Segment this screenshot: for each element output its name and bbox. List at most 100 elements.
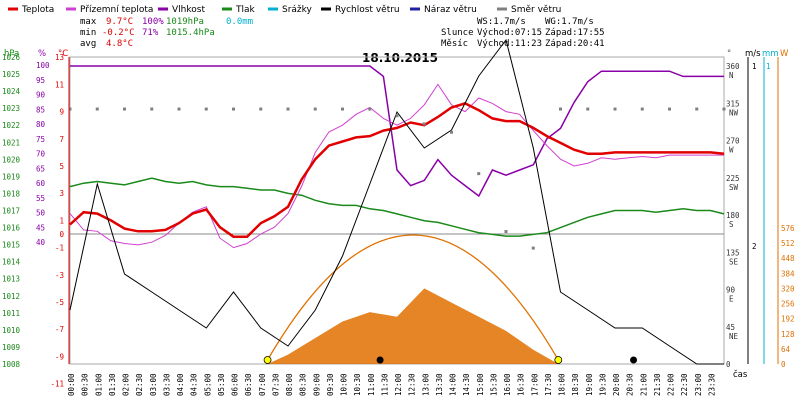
legend-entry: Náraz větru	[424, 5, 477, 15]
x-tick-label: 08:30	[299, 373, 308, 396]
hpa-tick-label: 1008	[2, 360, 21, 369]
x-tick-label: 10:00	[340, 373, 349, 396]
wm2-tick-label: 576	[781, 224, 795, 233]
hpa-tick-label: 1014	[2, 258, 21, 267]
direction-compass-label: NW	[729, 108, 739, 117]
x-tick-label: 10:30	[353, 373, 362, 396]
wm2-tick-label: 64	[781, 345, 791, 354]
stat-avg-temp: 4.8°C	[106, 39, 133, 49]
wind-direction-point	[313, 107, 317, 111]
percent-tick-label: 55	[36, 194, 45, 203]
legend-entry: Teplota	[21, 5, 54, 15]
celsius-tick-label: 9	[59, 108, 64, 117]
legend-entry: Přízemní teplota	[80, 5, 153, 15]
hpa-tick-label: 1022	[2, 121, 20, 130]
hpa-tick-label: 1017	[2, 207, 20, 216]
celsius-tick-label: 11	[55, 80, 64, 89]
pressure-line	[69, 177, 725, 237]
celsius-tick-label: -3	[55, 271, 64, 280]
wind-direction-point	[559, 107, 562, 111]
celsius-tick-label: 1	[59, 216, 64, 225]
hpa-tick-label: 1020	[2, 155, 21, 164]
legend-entry: Tlak	[235, 5, 256, 15]
percent-tick-label: 50	[36, 209, 46, 218]
stat-max-temp: 9.7°C	[106, 17, 133, 27]
x-tick-label: 02:30	[135, 373, 144, 396]
wind-direction-point	[668, 107, 671, 111]
celsius-tick-label: 0	[59, 230, 64, 239]
x-tick-label: 19:30	[598, 373, 607, 396]
percent-tick-label: 85	[36, 105, 45, 114]
moon-set: Západ:20:41	[545, 39, 605, 49]
celsius-tick-label: -1	[55, 244, 64, 253]
direction-tick-label: 0	[726, 360, 731, 369]
solar-area	[267, 288, 559, 364]
mm-axis-label: mm	[762, 49, 779, 59]
moon-label: Měsíc	[441, 39, 468, 49]
x-tick-label: 01:30	[108, 373, 117, 396]
x-tick-label: 14:00	[449, 373, 458, 396]
hpa-tick-label: 1009	[2, 343, 20, 352]
hpa-tick-label: 1023	[2, 104, 20, 113]
hpa-tick-label: 1021	[2, 138, 20, 147]
humidity-line	[70, 65, 724, 198]
x-tick-label: 09:00	[312, 373, 321, 396]
wind-direction-point	[422, 122, 426, 126]
ms-tick-label: 2	[752, 242, 757, 251]
stat-min-press: 1015.4hPa	[166, 28, 215, 38]
hpa-tick-label: 1013	[2, 275, 20, 284]
percent-axis-label: %	[38, 49, 46, 59]
wm2-tick-label: 192	[781, 315, 795, 324]
x-tick-label: 13:00	[421, 373, 430, 396]
direction-tick-label: 90	[726, 286, 736, 295]
sun-set: Západ:17:55	[545, 28, 605, 38]
direction-compass-label: W	[729, 146, 734, 155]
x-tick-label: 15:00	[476, 373, 485, 396]
x-tick-label: 20:30	[626, 373, 635, 396]
x-tick-label: 22:30	[680, 373, 689, 396]
stat-max-label: max	[80, 17, 97, 27]
hpa-tick-label: 1011	[2, 309, 20, 318]
direction-tick-label: 225	[726, 174, 740, 183]
percent-tick-label: 45	[36, 223, 45, 232]
stat-avg-label: avg	[80, 39, 96, 49]
hpa-tick-label: 1016	[2, 224, 21, 233]
stat-min-label: min	[80, 28, 96, 38]
direction-compass-label: N	[729, 71, 734, 80]
percent-tick-label: 60	[36, 179, 46, 188]
direction-tick-label: 45	[726, 323, 735, 332]
percent-tick-label: 65	[36, 164, 45, 173]
hpa-tick-label: 1012	[2, 292, 20, 301]
wm2-axis-label: W	[780, 49, 789, 59]
hpa-axis-label: hPa	[4, 49, 19, 59]
wind-speed-line	[69, 38, 724, 365]
x-tick-label: 18:00	[558, 373, 567, 396]
wind-direction-point	[722, 107, 726, 111]
x-tick-label: 21:30	[653, 373, 662, 396]
wind-direction-point	[450, 130, 453, 134]
wind-direction-point	[123, 107, 126, 111]
chart-title: 18.10.2015	[362, 51, 438, 65]
x-axis-label: čas	[733, 369, 748, 380]
x-tick-label: 00:00	[67, 373, 76, 396]
celsius-tick-label: -11	[50, 380, 64, 389]
x-tick-label: 05:30	[217, 373, 226, 396]
x-tick-label: 20:00	[612, 373, 621, 396]
sunset-marker	[554, 356, 563, 364]
direction-compass-label: SW	[729, 183, 739, 192]
celsius-tick-label: -9	[55, 352, 64, 361]
x-tick-label: 07:00	[258, 373, 267, 396]
x-tick-label: 23:30	[707, 373, 716, 396]
hpa-tick-label: 1025	[2, 70, 20, 79]
wm2-tick-label: 0	[781, 360, 786, 369]
wind-direction-point	[695, 107, 699, 111]
percent-tick-label: 80	[36, 120, 46, 129]
legend-entry: Směr větru	[511, 5, 561, 15]
direction-compass-label: E	[729, 295, 734, 304]
x-tick-label: 03:30	[162, 373, 171, 396]
wind-direction-point	[531, 246, 535, 250]
wind-direction-point	[640, 107, 644, 111]
wm2-tick-label: 448	[781, 254, 795, 263]
wind-direction-point	[341, 107, 344, 111]
percent-tick-label: 100	[36, 61, 50, 70]
